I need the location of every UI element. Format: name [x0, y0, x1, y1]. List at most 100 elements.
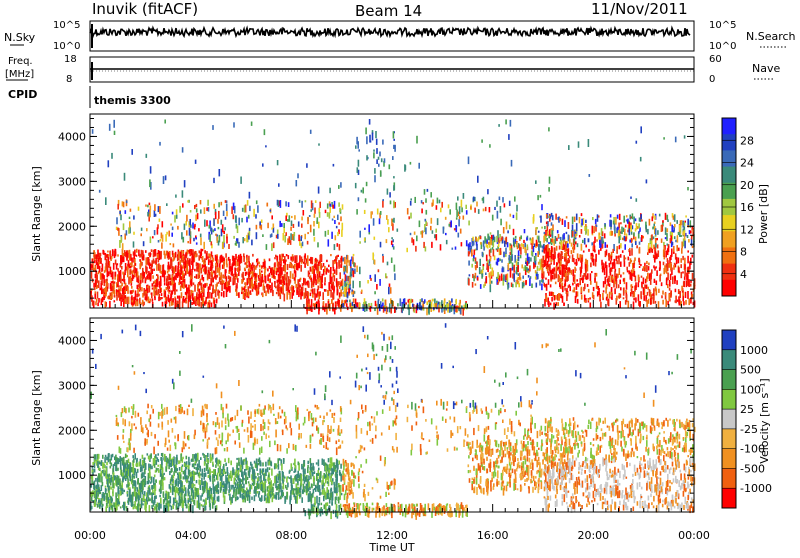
range-gate-cell: [468, 221, 470, 226]
range-gate-cell: [225, 269, 227, 276]
range-gate-cell: [609, 292, 611, 299]
range-gate-cell: [176, 215, 178, 219]
range-gate-cell: [120, 215, 122, 221]
range-gate-cell: [136, 458, 138, 462]
range-gate-cell: [191, 249, 193, 255]
range-gate-cell: [458, 219, 460, 226]
range-gate-cell: [164, 254, 166, 259]
range-gate-cell: [564, 220, 566, 227]
range-gate-cell: [407, 208, 409, 214]
range-gate-cell: [149, 179, 151, 187]
range-gate-cell: [387, 262, 389, 266]
range-gate-cell: [488, 242, 490, 245]
range-gate-cell: [326, 268, 328, 271]
range-gate-cell: [156, 274, 158, 276]
range-gate-cell: [545, 236, 547, 242]
range-gate-cell: [558, 257, 560, 263]
range-gate-cell: [119, 456, 121, 458]
range-gate-cell: [337, 286, 339, 290]
range-gate-cell: [138, 207, 140, 211]
range-gate-cell: [97, 250, 99, 257]
range-gate-cell: [317, 276, 319, 280]
range-gate-cell: [504, 241, 506, 247]
range-gate-cell: [508, 134, 510, 140]
range-gate-cell: [139, 288, 141, 291]
range-gate-cell: [242, 288, 244, 291]
range-gate-cell: [515, 236, 517, 239]
range-gate-cell: [160, 239, 162, 241]
range-gate-cell: [425, 246, 427, 251]
range-gate-cell: [336, 226, 338, 228]
range-gate-cell: [160, 498, 162, 504]
range-gate-cell: [106, 468, 108, 476]
range-gate-cell: [629, 240, 631, 243]
range-gate-cell: [180, 497, 182, 500]
range-gate-cell: [338, 185, 340, 189]
range-gate-cell: [338, 222, 340, 224]
range-gate-cell: [296, 180, 298, 186]
range-gate-cell: [200, 234, 202, 238]
range-gate-cell: [352, 268, 354, 271]
range-gate-cell: [667, 273, 669, 281]
range-gate-cell: [223, 211, 225, 216]
range-gate-cell: [217, 275, 219, 277]
range-gate-cell: [631, 277, 633, 280]
range-gate-cell: [160, 473, 162, 476]
range-gate-cell: [139, 254, 141, 258]
range-gate-cell: [243, 291, 245, 299]
range-gate-cell: [229, 269, 231, 271]
range-gate-cell: [626, 282, 628, 290]
range-gate-cell: [422, 202, 424, 204]
range-gate-cell: [189, 462, 191, 465]
range-gate-cell: [102, 273, 104, 278]
range-gate-cell: [609, 257, 611, 261]
noise-right-tick-top: 10^5: [709, 20, 736, 31]
range-gate-cell: [519, 273, 521, 279]
range-gate-cell: [336, 266, 338, 269]
range-gate-cell: [134, 501, 136, 509]
range-gate-cell: [590, 263, 592, 268]
range-gate-cell: [301, 201, 303, 208]
range-gate-cell: [249, 228, 251, 231]
range-gate-cell: [569, 239, 571, 244]
range-gate-cell: [665, 227, 667, 235]
range-gate-cell: [307, 461, 309, 465]
range-gate-cell: [579, 278, 581, 285]
range-gate-cell: [237, 238, 239, 243]
range-gate-cell: [611, 256, 613, 261]
range-gate-cell: [540, 241, 542, 247]
range-gate-cell: [510, 256, 512, 264]
range-gate-cell: [236, 283, 238, 288]
range-gate-cell: [500, 219, 502, 226]
range-gate-cell: [552, 224, 554, 231]
range-gate-cell: [142, 455, 144, 459]
range-gate-cell: [196, 208, 198, 212]
range-gate-cell: [614, 234, 616, 237]
range-gate-cell: [171, 233, 173, 237]
range-gate-cell: [556, 246, 558, 251]
range-gate-cell: [610, 232, 612, 236]
range-gate-cell: [280, 200, 282, 208]
range-gate-cell: [364, 228, 366, 230]
range-gate-cell: [611, 297, 613, 299]
range-gate-cell: [633, 217, 635, 224]
range-gate-cell: [594, 246, 596, 251]
range-gate-cell: [581, 244, 583, 251]
range-gate-cell: [646, 285, 648, 289]
range-gate-cell: [546, 284, 548, 291]
range-gate-cell: [288, 202, 290, 207]
range-gate-cell: [263, 283, 265, 290]
range-gate-cell: [207, 490, 209, 496]
range-gate-cell: [461, 207, 463, 212]
range-gate-cell: [445, 233, 447, 235]
range-gate-cell: [490, 271, 492, 276]
range-gate-cell: [151, 477, 153, 483]
range-gate-cell: [256, 225, 258, 230]
range-gate-cell: [209, 501, 211, 508]
range-gate-cell: [281, 223, 283, 227]
range-gate-cell: [164, 454, 166, 462]
range-gate-cell: [201, 504, 203, 506]
range-gate-cell: [235, 272, 237, 277]
range-gate-cell: [478, 209, 480, 214]
range-gate-cell: [182, 459, 184, 463]
